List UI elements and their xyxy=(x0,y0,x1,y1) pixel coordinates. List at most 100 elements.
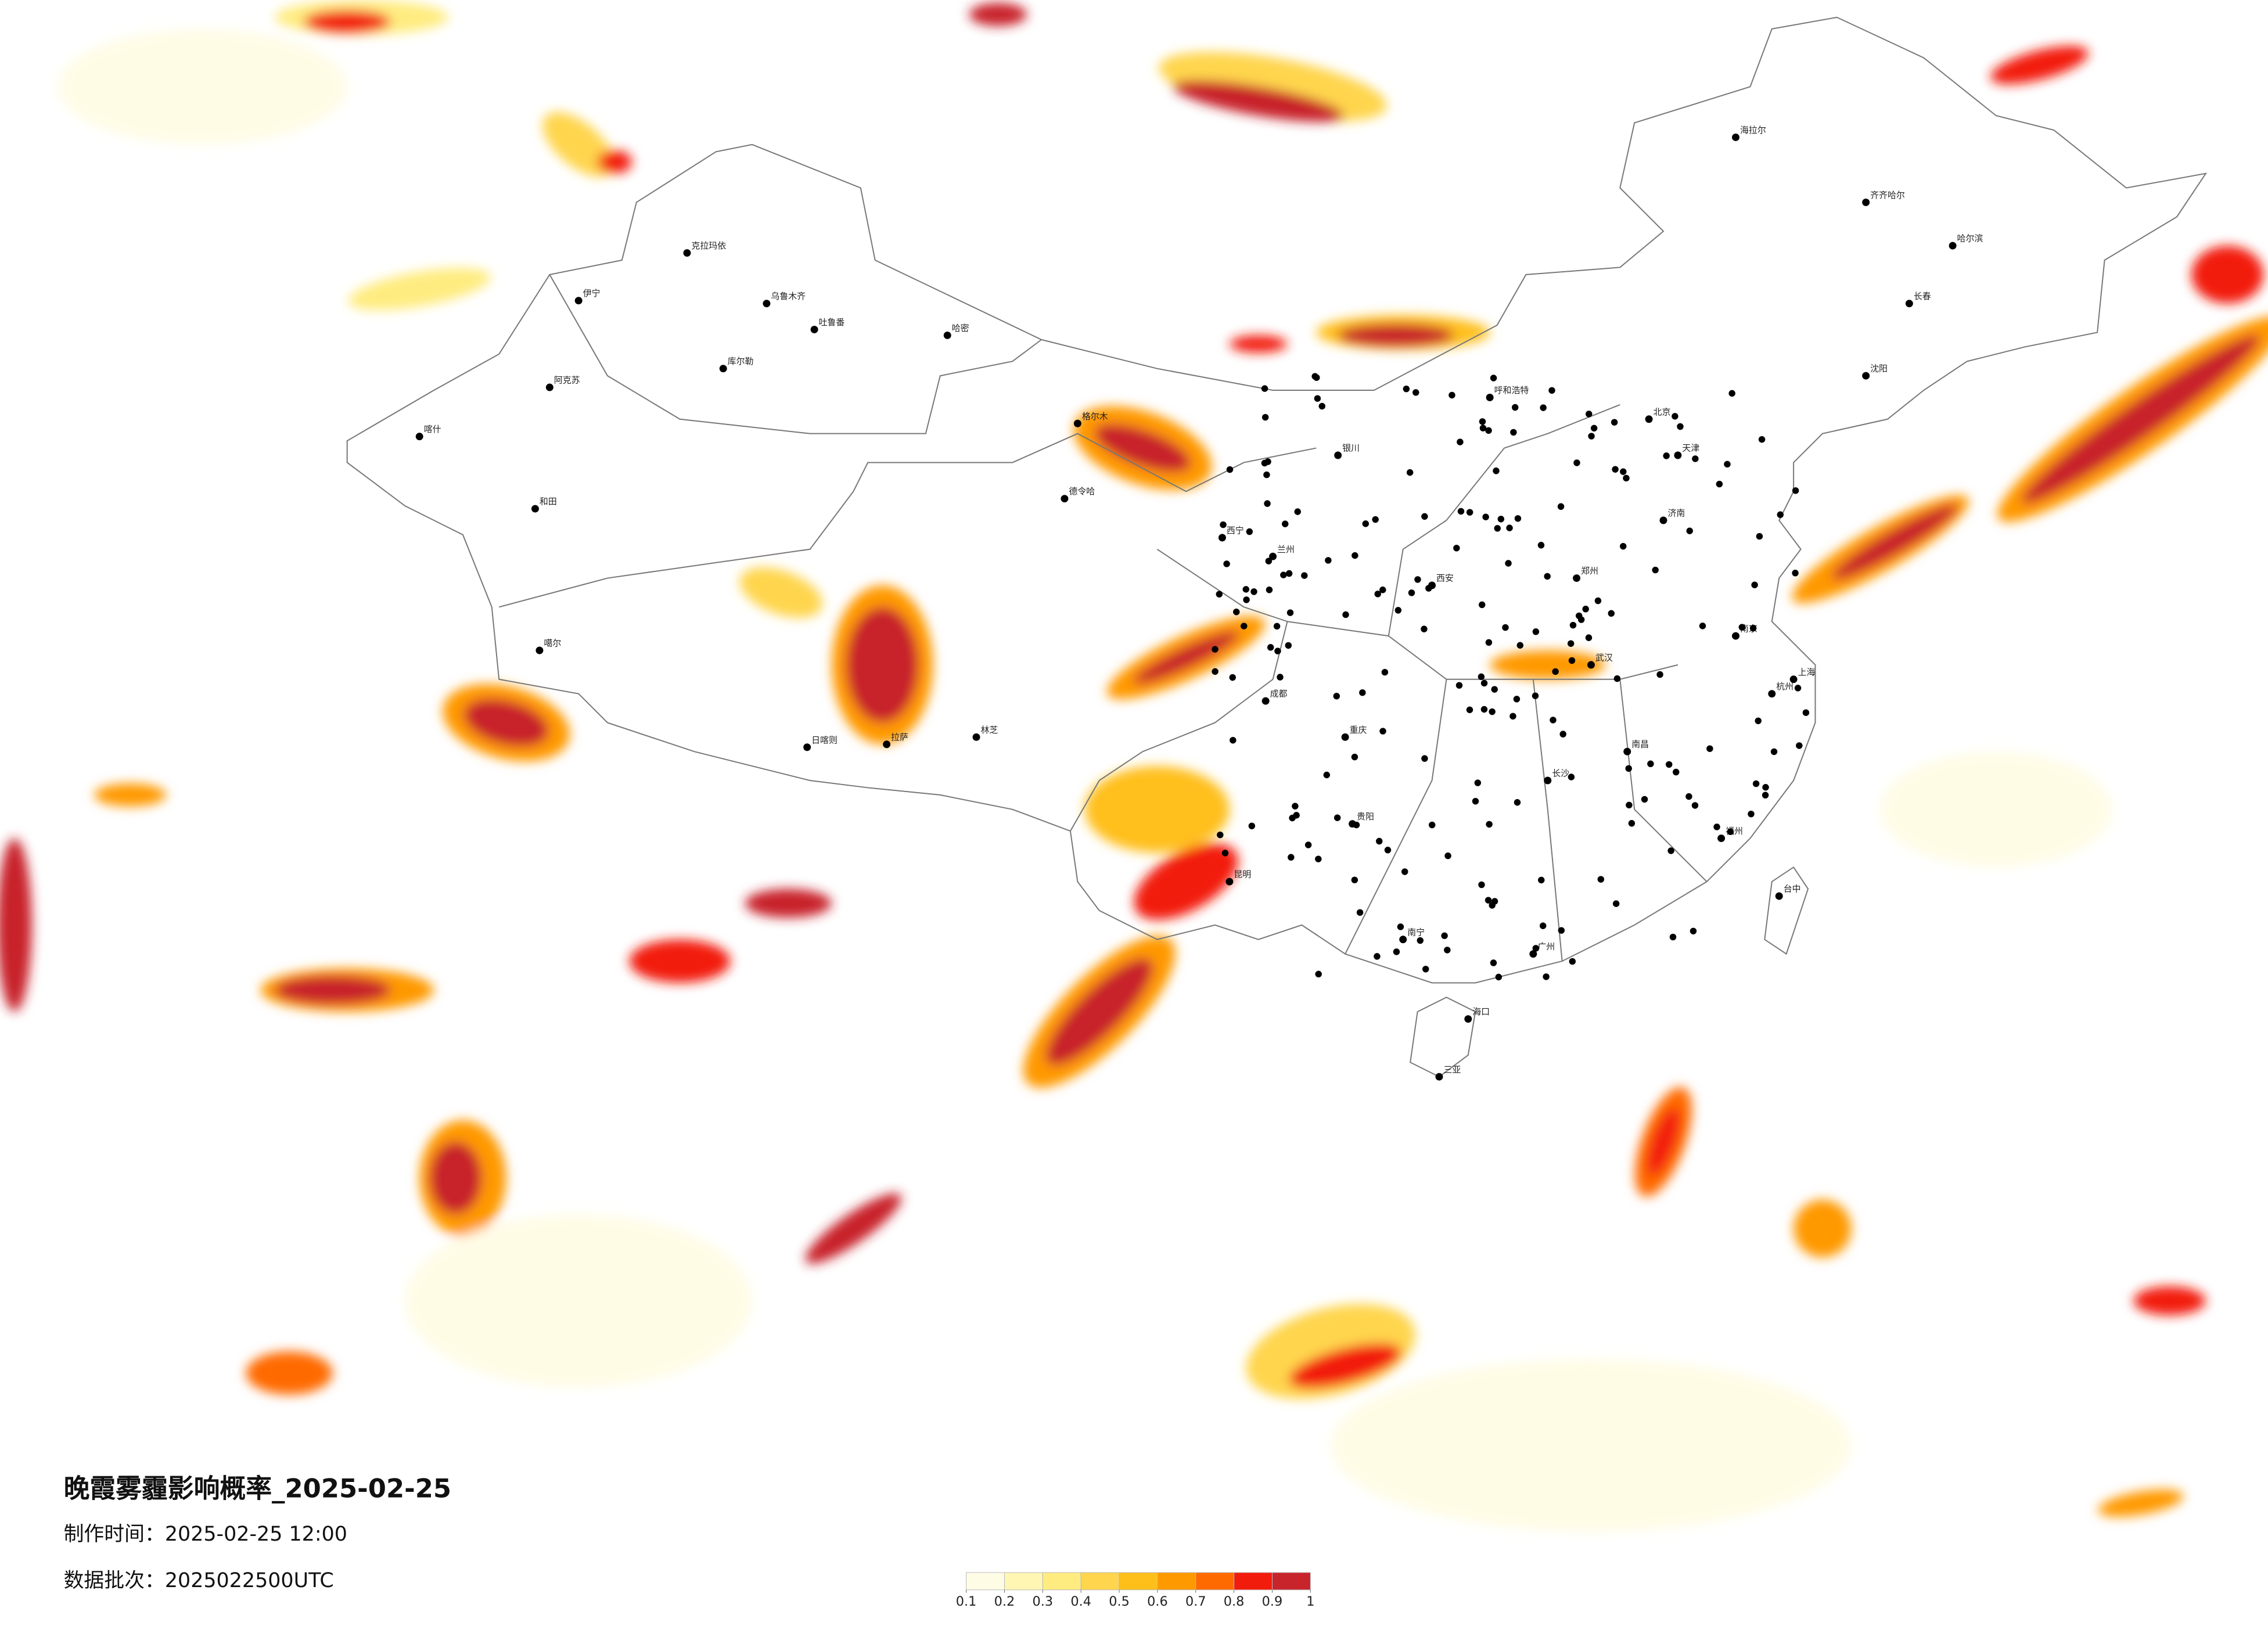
city-dot xyxy=(1529,950,1537,958)
city-dot xyxy=(1674,451,1682,459)
city-dot xyxy=(1304,841,1312,848)
city-dot xyxy=(1516,642,1524,649)
city-dot xyxy=(1220,521,1227,528)
city-label: 海口 xyxy=(1472,1006,1490,1017)
city-dot xyxy=(1612,900,1620,907)
city-dot xyxy=(1540,404,1547,411)
city-dot xyxy=(1738,624,1746,631)
city-dot xyxy=(1457,508,1465,515)
city-dot xyxy=(1575,612,1583,620)
data-batch: 数据批次：2025022500UTC xyxy=(64,1569,334,1592)
city-dot xyxy=(1421,755,1428,762)
city-dot xyxy=(1486,393,1494,401)
city-dot xyxy=(1641,796,1648,803)
city-dot xyxy=(535,646,544,654)
city-dot xyxy=(1608,610,1615,617)
city-dot xyxy=(1246,528,1253,535)
city-dot xyxy=(1351,876,1358,884)
city-dot xyxy=(1768,690,1776,698)
city-dot xyxy=(1333,693,1340,700)
city-dot xyxy=(1613,675,1621,682)
city-dot xyxy=(1758,436,1766,443)
haze-area xyxy=(1289,1343,1401,1388)
city-dot xyxy=(1582,606,1589,613)
city-dot xyxy=(1573,574,1581,582)
city-dot xyxy=(1486,821,1493,828)
city-dot xyxy=(1699,623,1706,629)
city-dot xyxy=(1792,570,1799,577)
haze-layer xyxy=(0,0,2268,1533)
colorbar-label: 0.5 xyxy=(1109,1594,1130,1609)
city-dot xyxy=(1294,508,1301,515)
city-dot xyxy=(1623,747,1631,756)
haze-area xyxy=(246,1351,333,1395)
city-dot xyxy=(1751,581,1758,588)
city-dot xyxy=(1285,570,1293,577)
city-label: 德令哈 xyxy=(1069,486,1095,497)
city-label: 南昌 xyxy=(1631,739,1649,750)
city-dot xyxy=(810,325,818,333)
city-dot xyxy=(1692,455,1699,462)
city-dot xyxy=(1749,624,1757,632)
city-dot xyxy=(1585,634,1593,641)
city-dot xyxy=(1514,799,1521,806)
city-dot xyxy=(1351,753,1358,761)
city-dot xyxy=(1669,933,1677,941)
colorbar-box xyxy=(1004,1572,1043,1591)
haze-area xyxy=(1793,1199,1852,1258)
city-dot xyxy=(1716,480,1723,488)
city-dot xyxy=(1862,372,1870,380)
city-dot xyxy=(1485,639,1493,646)
haze-area xyxy=(1880,751,2112,868)
colorbar-label: 1 xyxy=(1306,1594,1314,1609)
city-dot xyxy=(1243,596,1250,603)
city-label: 呼和浩特 xyxy=(1494,385,1529,395)
city-label: 杭州 xyxy=(1776,681,1793,692)
haze-area xyxy=(597,150,632,174)
haze-area xyxy=(0,838,32,1012)
city-dot xyxy=(1448,391,1455,399)
colorbar-label: 0.7 xyxy=(1185,1594,1206,1609)
haze-area xyxy=(1084,766,1230,853)
city-dot xyxy=(1478,673,1485,681)
city-dot xyxy=(1273,623,1281,630)
city-label: 喀什 xyxy=(424,424,441,434)
city-label: 兰州 xyxy=(1277,544,1295,555)
city-dot xyxy=(1544,573,1551,580)
city-dot xyxy=(1466,509,1473,516)
haze-area xyxy=(2191,246,2264,304)
city-label: 昆明 xyxy=(1234,869,1251,880)
city-dot xyxy=(683,249,691,257)
haze-area xyxy=(275,976,391,1005)
city-dot xyxy=(1862,198,1870,206)
haze-area xyxy=(1331,1358,1852,1533)
city-dot xyxy=(1474,779,1482,786)
city-dot xyxy=(1548,387,1555,394)
haze-area xyxy=(2133,1286,2206,1315)
city-dot xyxy=(574,297,583,305)
city-dot xyxy=(1620,542,1627,550)
haze-area xyxy=(1990,46,2089,84)
city-dot xyxy=(1464,1015,1472,1023)
city-dot xyxy=(1314,395,1321,402)
city-dot xyxy=(1374,591,1381,598)
city-dot xyxy=(1334,451,1342,459)
colorbar-box xyxy=(1042,1572,1081,1591)
city-dot xyxy=(1352,552,1358,559)
city-dot xyxy=(1625,765,1632,772)
city-label: 台中 xyxy=(1784,884,1801,894)
city-dot xyxy=(1770,748,1778,756)
city-label: 格尔木 xyxy=(1082,411,1108,422)
city-label: 重庆 xyxy=(1350,725,1367,735)
city-label: 西安 xyxy=(1436,573,1454,584)
haze-area xyxy=(2022,334,2260,503)
city-dot xyxy=(719,365,727,373)
city-dot xyxy=(1250,588,1257,595)
country-outline xyxy=(346,16,2208,1078)
city-dot xyxy=(1490,375,1497,382)
city-dot xyxy=(1663,452,1670,459)
city-label: 乌鲁木齐 xyxy=(771,291,806,301)
city-dot xyxy=(1505,560,1512,567)
city-dot xyxy=(1362,520,1370,527)
colorbar: 0.1 0.2 0.3 0.4 0.5 0.6 0.7 0.8 0.9 1 xyxy=(956,1572,1314,1609)
